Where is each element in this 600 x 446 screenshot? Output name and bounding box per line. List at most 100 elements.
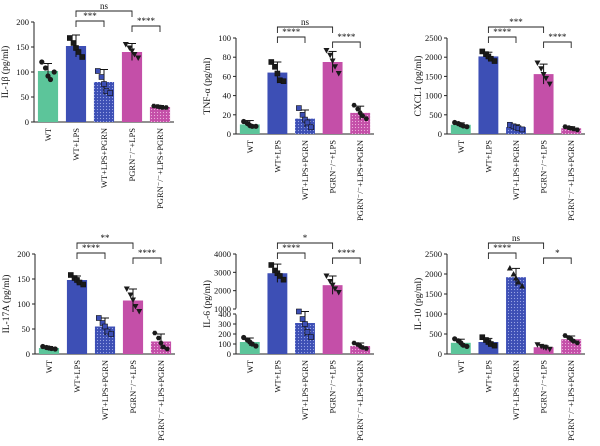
y-axis-label: CXCL1 (pg/ml) <box>413 56 424 117</box>
data-point <box>102 323 108 330</box>
data-point <box>51 69 57 75</box>
significance-bracket <box>487 252 517 259</box>
y-axis-label: IL-10 (pg/ml) <box>413 278 424 331</box>
y-tick-label: 0 <box>438 349 442 359</box>
significance-bracket <box>332 257 361 264</box>
data-point <box>123 286 130 292</box>
significance-bracket <box>543 257 572 264</box>
x-tick-label: WT+LPS <box>483 140 493 173</box>
significance-label: **** <box>337 32 356 42</box>
bar <box>350 346 371 354</box>
data-point <box>335 290 342 296</box>
bar <box>533 347 554 354</box>
data-point <box>329 58 336 65</box>
bar <box>65 46 87 122</box>
bar <box>122 300 144 354</box>
y-tick-label: 1500 <box>425 71 442 81</box>
data-point <box>363 346 369 351</box>
y-tick-label: 0 <box>438 129 442 139</box>
y-tick-label: 100 <box>218 339 231 349</box>
y-tick-label: 0 <box>227 129 231 139</box>
panel-2: 0 20 40 60 80 100 TNF-α (pg/ml) WT WT+LPS WT+LPS+… <box>202 17 374 221</box>
data-point <box>506 265 513 271</box>
data-point <box>70 40 77 46</box>
x-tick-label: PGRN⁻/⁻+LPS <box>128 360 138 414</box>
y-tick-label: 1000 <box>425 91 442 101</box>
data-point <box>75 49 82 55</box>
y-tick-label: 2500 <box>425 249 442 259</box>
x-tick-label: WT+LPS <box>272 360 282 393</box>
y-tick-label: 150 <box>16 42 29 52</box>
significance-bracket <box>276 252 306 259</box>
significance-label: **** <box>493 27 512 37</box>
data-point <box>155 335 162 341</box>
x-tick-label: PGRN⁻/⁻+LPS <box>328 140 338 194</box>
panel-6: 0 500 1000 1500 2000 2500 IL-10 (pg/ml) WT WT+LP… <box>413 233 585 441</box>
y-axis-label: IL-1β (pg/ml) <box>0 46 11 99</box>
y-tick-label: 0 <box>227 349 231 359</box>
significance-label: *** <box>83 11 97 21</box>
significance-bracket <box>276 36 306 43</box>
data-point <box>280 78 287 84</box>
data-point <box>152 330 158 336</box>
significance-label: * <box>303 233 308 243</box>
y-tick-label: 300 <box>218 319 231 329</box>
y-tick-label: 1000 <box>425 309 442 319</box>
data-point <box>130 297 136 303</box>
y-tick-label: 50 <box>21 92 30 102</box>
y-tick-label: 400 <box>218 309 231 319</box>
significance-label: ns <box>301 17 310 27</box>
data-point <box>327 52 334 59</box>
significance-bracket <box>487 36 517 43</box>
data-point <box>277 273 283 279</box>
data-point <box>94 68 101 74</box>
x-tick-label: WT+LPS <box>72 360 82 393</box>
data-point <box>135 55 142 61</box>
x-tick-label: WT+LPS <box>483 360 493 393</box>
bar <box>561 128 582 134</box>
data-point <box>274 70 281 77</box>
significance-bracket <box>332 41 361 48</box>
significance-bracket <box>131 25 161 32</box>
data-point <box>574 127 580 133</box>
significance-label: *** <box>509 17 523 27</box>
y-tick-label: 50 <box>22 324 31 334</box>
y-tick-label: 200 <box>16 17 29 27</box>
x-tick-label: WT+LPS+PGRN <box>100 360 110 420</box>
data-point <box>534 342 541 348</box>
data-point <box>327 279 334 285</box>
x-tick-label: WT+LPS+PGRN <box>511 360 521 420</box>
bar <box>121 52 143 122</box>
y-tick-label: 40 <box>223 91 232 101</box>
y-tick-label: 100 <box>16 67 29 77</box>
data-point <box>280 276 287 283</box>
significance-bracket <box>132 257 162 264</box>
data-point <box>360 113 366 119</box>
x-tick-label: PGRN⁻/⁻+LPS+PGRN <box>155 128 165 209</box>
x-tick-label: WT <box>245 139 255 153</box>
data-point <box>107 90 114 96</box>
panel-1: 0 50 100 150 200 IL-1β (pg/ml) WT WT+LPS WT+LPS+… <box>0 1 174 209</box>
significance-bracket <box>276 242 334 249</box>
y-axis-label: TNF-α (pg/ml) <box>202 58 213 115</box>
significance-label: ns <box>100 1 109 11</box>
bar <box>239 124 260 134</box>
data-point <box>132 304 139 310</box>
data-point <box>296 308 302 315</box>
bar <box>267 72 288 134</box>
y-tick-label: 0 <box>26 349 30 359</box>
data-point <box>308 124 314 131</box>
y-tick-label: 100 <box>17 299 30 309</box>
y-tick-label: 2000 <box>425 269 442 279</box>
bar <box>533 74 554 134</box>
y-axis-label: IL-6 (pg/ml) <box>202 280 213 328</box>
x-tick-label: WT+LPS+PGRN <box>300 140 310 200</box>
data-point <box>304 329 311 335</box>
y-tick-label: 100 <box>218 33 231 43</box>
data-point <box>268 262 275 268</box>
data-point <box>136 309 143 315</box>
y-tick-label: 1500 <box>425 289 442 299</box>
data-point <box>546 346 553 353</box>
data-point <box>296 105 302 111</box>
